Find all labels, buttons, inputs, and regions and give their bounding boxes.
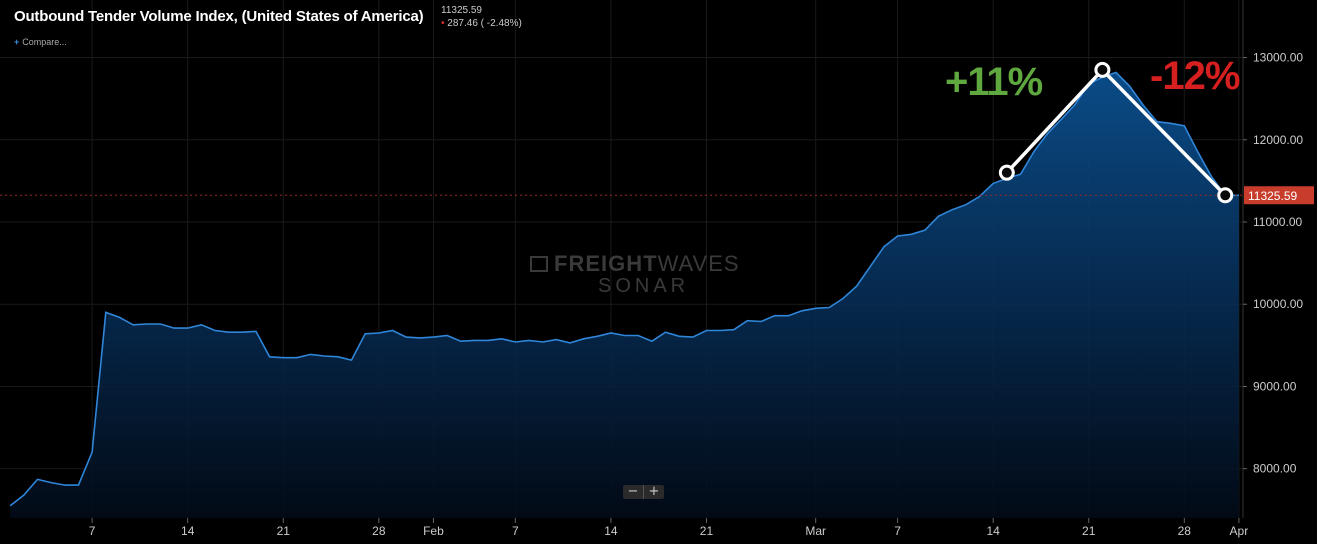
annotation-up-label: +11% [945,60,1043,104]
x-tick-label: 14 [181,524,195,538]
last-value-tag: 11325.59 [1244,186,1314,205]
y-tick-label: 13000.00 [1253,51,1303,65]
series-area [10,72,1239,519]
compare-button[interactable]: + Compare... [14,37,67,47]
change-text: 287.46 ( -2.48%) [447,18,522,29]
y-tick-label: 8000.00 [1253,462,1297,476]
x-tick-label: Mar [805,524,826,538]
watermark-light: WAVES [657,251,740,276]
x-tick-label: 14 [986,524,1000,538]
plus-icon: + [14,37,20,47]
y-tick-label: 11000.00 [1253,215,1302,229]
y-axis: 8000.00 9000.00 10000.00 11000.00 12000.00 13… [1243,51,1303,476]
zoom-controls: − + [623,485,664,499]
compare-label: Compare... [22,37,67,47]
annotation-point [1094,61,1111,78]
freightwaves-logo-icon [530,256,548,272]
last-value: 11325.59 [441,5,482,16]
y-tick-label: 10000.00 [1253,297,1303,311]
watermark-bold: FREIGHT [554,251,658,276]
annotation-point [998,164,1015,181]
zoom-in-button[interactable]: + [648,484,660,499]
x-tick-label: 28 [372,524,386,538]
last-value-tag-label: 11325.59 [1248,189,1297,203]
watermark-sonar: SONAR [598,275,690,297]
x-tick-label: 7 [894,524,901,538]
annotation-path [998,61,1234,204]
last-value-tag-bg [1244,186,1314,205]
annotation-point [1217,187,1234,204]
x-tick-label: 14 [604,524,618,538]
series-line [9,71,1239,507]
zoom-out-button[interactable]: − [627,484,639,499]
y-tick-label: 9000.00 [1253,379,1297,393]
x-tick-label: 21 [700,524,714,538]
x-tick-label: 21 [1082,524,1096,538]
y-tick-label: 12000.00 [1253,133,1303,147]
x-tick-label: 28 [1178,524,1192,538]
x-tick-label: 7 [512,524,519,538]
x-tick-label: Apr [1230,524,1249,538]
zoom-separator [643,485,644,499]
x-axis: 7 14 21 28 Feb 7 14 21 Mar 7 14 21 28 Apr [89,518,1248,538]
x-tick-label: 7 [89,524,96,538]
x-tick-label: 21 [277,524,291,538]
watermark-logo: FREIGHTWAVES [530,251,740,277]
x-tick-label: Feb [423,524,444,538]
change-value: • 287.46 ( -2.48%) [441,18,522,29]
down-dot-icon: • [441,18,445,29]
chart-title: Outbound Tender Volume Index, (United St… [14,8,424,25]
annotation-down-label: -12% [1150,54,1240,98]
